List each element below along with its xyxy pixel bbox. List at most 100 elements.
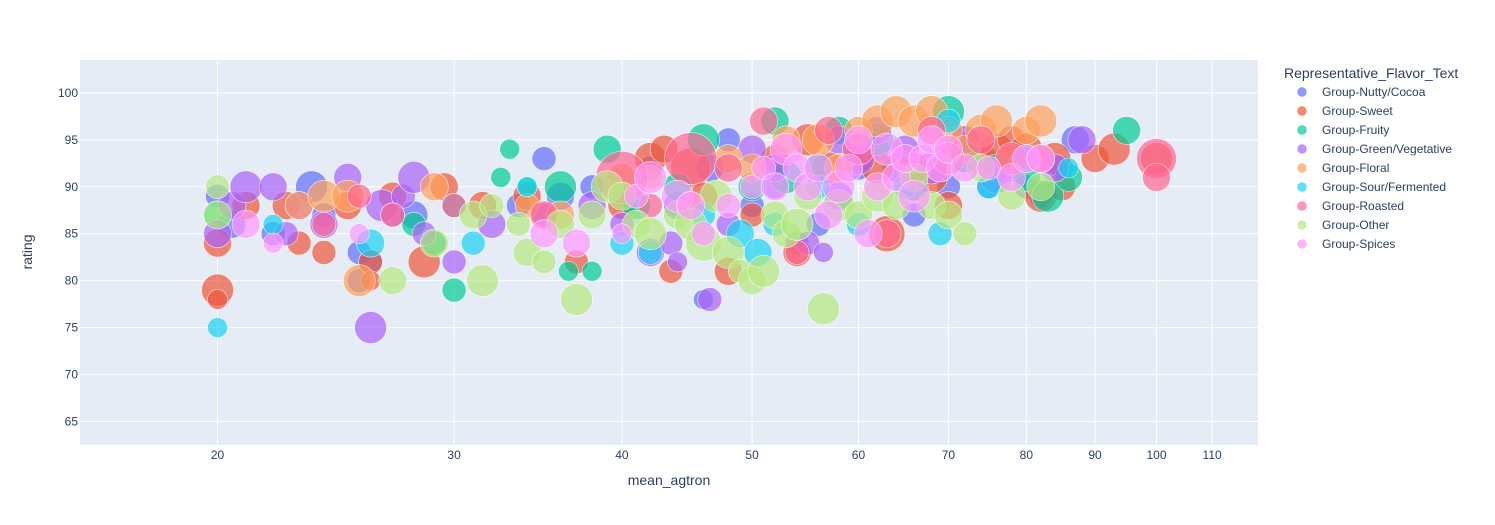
data-point bbox=[807, 292, 840, 326]
y-tick-label: 90 bbox=[65, 180, 79, 194]
y-tick-label: 75 bbox=[65, 321, 79, 335]
data-point bbox=[950, 153, 980, 183]
x-axis-title: mean_agtron bbox=[628, 472, 711, 488]
legend-item[interactable]: Group-Other bbox=[1296, 218, 1389, 232]
x-tick-label: 100 bbox=[1146, 448, 1166, 462]
y-tick-label: 85 bbox=[65, 227, 79, 241]
legend-marker bbox=[1296, 162, 1308, 174]
data-point bbox=[506, 212, 531, 237]
series-5 bbox=[207, 108, 1079, 338]
data-point bbox=[378, 266, 407, 295]
legend-marker bbox=[1296, 238, 1308, 250]
data-point bbox=[342, 264, 376, 297]
data-point bbox=[1026, 172, 1056, 202]
x-tick-label: 70 bbox=[942, 448, 956, 462]
data-point bbox=[560, 283, 593, 316]
y-axis-ticks: 65 70 75 80 85 90 95 100 bbox=[58, 86, 78, 429]
legend-label: Group-Nutty/Cocoa bbox=[1322, 85, 1426, 99]
x-tick-label: 90 bbox=[1088, 448, 1102, 462]
data-point bbox=[354, 311, 387, 344]
data-points bbox=[201, 95, 1177, 344]
data-point bbox=[562, 228, 591, 258]
data-point bbox=[207, 317, 228, 338]
data-point bbox=[577, 200, 607, 230]
data-point bbox=[780, 208, 814, 241]
data-point bbox=[544, 170, 577, 204]
data-point bbox=[634, 217, 667, 251]
legend-label: Group-Floral bbox=[1322, 161, 1389, 175]
legend[interactable]: Group-Nutty/Cocoa Group-Sweet Group-Fruity… bbox=[1296, 85, 1452, 251]
data-point bbox=[966, 125, 996, 155]
data-point bbox=[348, 223, 370, 245]
y-tick-label: 65 bbox=[65, 415, 79, 429]
data-point bbox=[976, 155, 1001, 181]
x-tick-label: 30 bbox=[447, 448, 461, 462]
legend-item[interactable]: Group-Spices bbox=[1296, 237, 1395, 251]
data-point bbox=[479, 193, 505, 218]
legend-item[interactable]: Group-Nutty/Cocoa bbox=[1296, 85, 1426, 99]
data-point bbox=[581, 260, 603, 282]
y-tick-label: 80 bbox=[65, 274, 79, 288]
legend-item[interactable]: Group-Floral bbox=[1296, 161, 1389, 175]
data-point bbox=[814, 200, 843, 230]
x-tick-label: 80 bbox=[1020, 448, 1034, 462]
data-point bbox=[747, 254, 780, 288]
data-point bbox=[499, 138, 520, 160]
data-point bbox=[529, 219, 559, 249]
data-point bbox=[311, 240, 337, 265]
data-point bbox=[611, 223, 633, 245]
legend-title: Representative_Flavor_Text bbox=[1284, 65, 1458, 81]
data-point bbox=[205, 174, 230, 200]
data-point bbox=[420, 172, 449, 202]
data-point bbox=[667, 251, 688, 273]
legend-item[interactable]: Group-Green/Vegetative bbox=[1296, 142, 1452, 156]
data-point bbox=[531, 146, 557, 171]
data-point bbox=[203, 200, 232, 230]
series-8 bbox=[231, 125, 1056, 258]
data-point bbox=[834, 153, 863, 183]
x-tick-label: 20 bbox=[211, 448, 225, 462]
data-point bbox=[676, 191, 705, 220]
data-point bbox=[1142, 163, 1171, 192]
data-point bbox=[853, 219, 883, 249]
data-point bbox=[897, 179, 931, 213]
x-tick-label: 60 bbox=[852, 448, 866, 462]
legend-marker bbox=[1296, 124, 1308, 136]
legend-label: Group-Sweet bbox=[1322, 104, 1393, 118]
data-point bbox=[262, 214, 284, 235]
legend-item[interactable]: Group-Sweet bbox=[1296, 104, 1393, 118]
y-tick-label: 70 bbox=[65, 368, 79, 382]
x-tick-label: 40 bbox=[615, 448, 629, 462]
data-point bbox=[634, 161, 667, 194]
data-point bbox=[311, 212, 337, 237]
data-point bbox=[813, 242, 834, 263]
y-tick-label: 95 bbox=[65, 133, 79, 147]
legend-marker bbox=[1296, 86, 1308, 98]
data-point bbox=[229, 170, 263, 204]
legend-item[interactable]: Group-Fruity bbox=[1296, 123, 1389, 137]
data-point bbox=[460, 230, 486, 256]
legend-label: Group-Other bbox=[1322, 218, 1389, 232]
legend-label: Group-Spices bbox=[1322, 237, 1395, 251]
legend-item[interactable]: Group-Roasted bbox=[1296, 199, 1404, 213]
data-point bbox=[1067, 125, 1097, 155]
data-point bbox=[441, 249, 467, 275]
data-point bbox=[749, 106, 778, 136]
data-point bbox=[1026, 144, 1056, 173]
legend-marker bbox=[1296, 105, 1308, 117]
data-point bbox=[1024, 104, 1058, 138]
data-point bbox=[844, 125, 873, 155]
data-point bbox=[380, 202, 405, 228]
legend-item[interactable]: Group-Sour/Fermented bbox=[1296, 180, 1446, 194]
data-point bbox=[952, 221, 978, 247]
data-point bbox=[691, 221, 716, 247]
x-axis-ticks: 20 30 40 50 60 70 80 90 100 110 bbox=[211, 448, 1222, 462]
x-tick-label: 110 bbox=[1203, 448, 1222, 462]
data-point bbox=[231, 210, 261, 239]
data-point bbox=[713, 153, 743, 183]
data-point bbox=[814, 116, 843, 145]
data-point bbox=[803, 153, 833, 183]
y-tick-label: 100 bbox=[58, 86, 78, 100]
data-point bbox=[1112, 116, 1141, 145]
